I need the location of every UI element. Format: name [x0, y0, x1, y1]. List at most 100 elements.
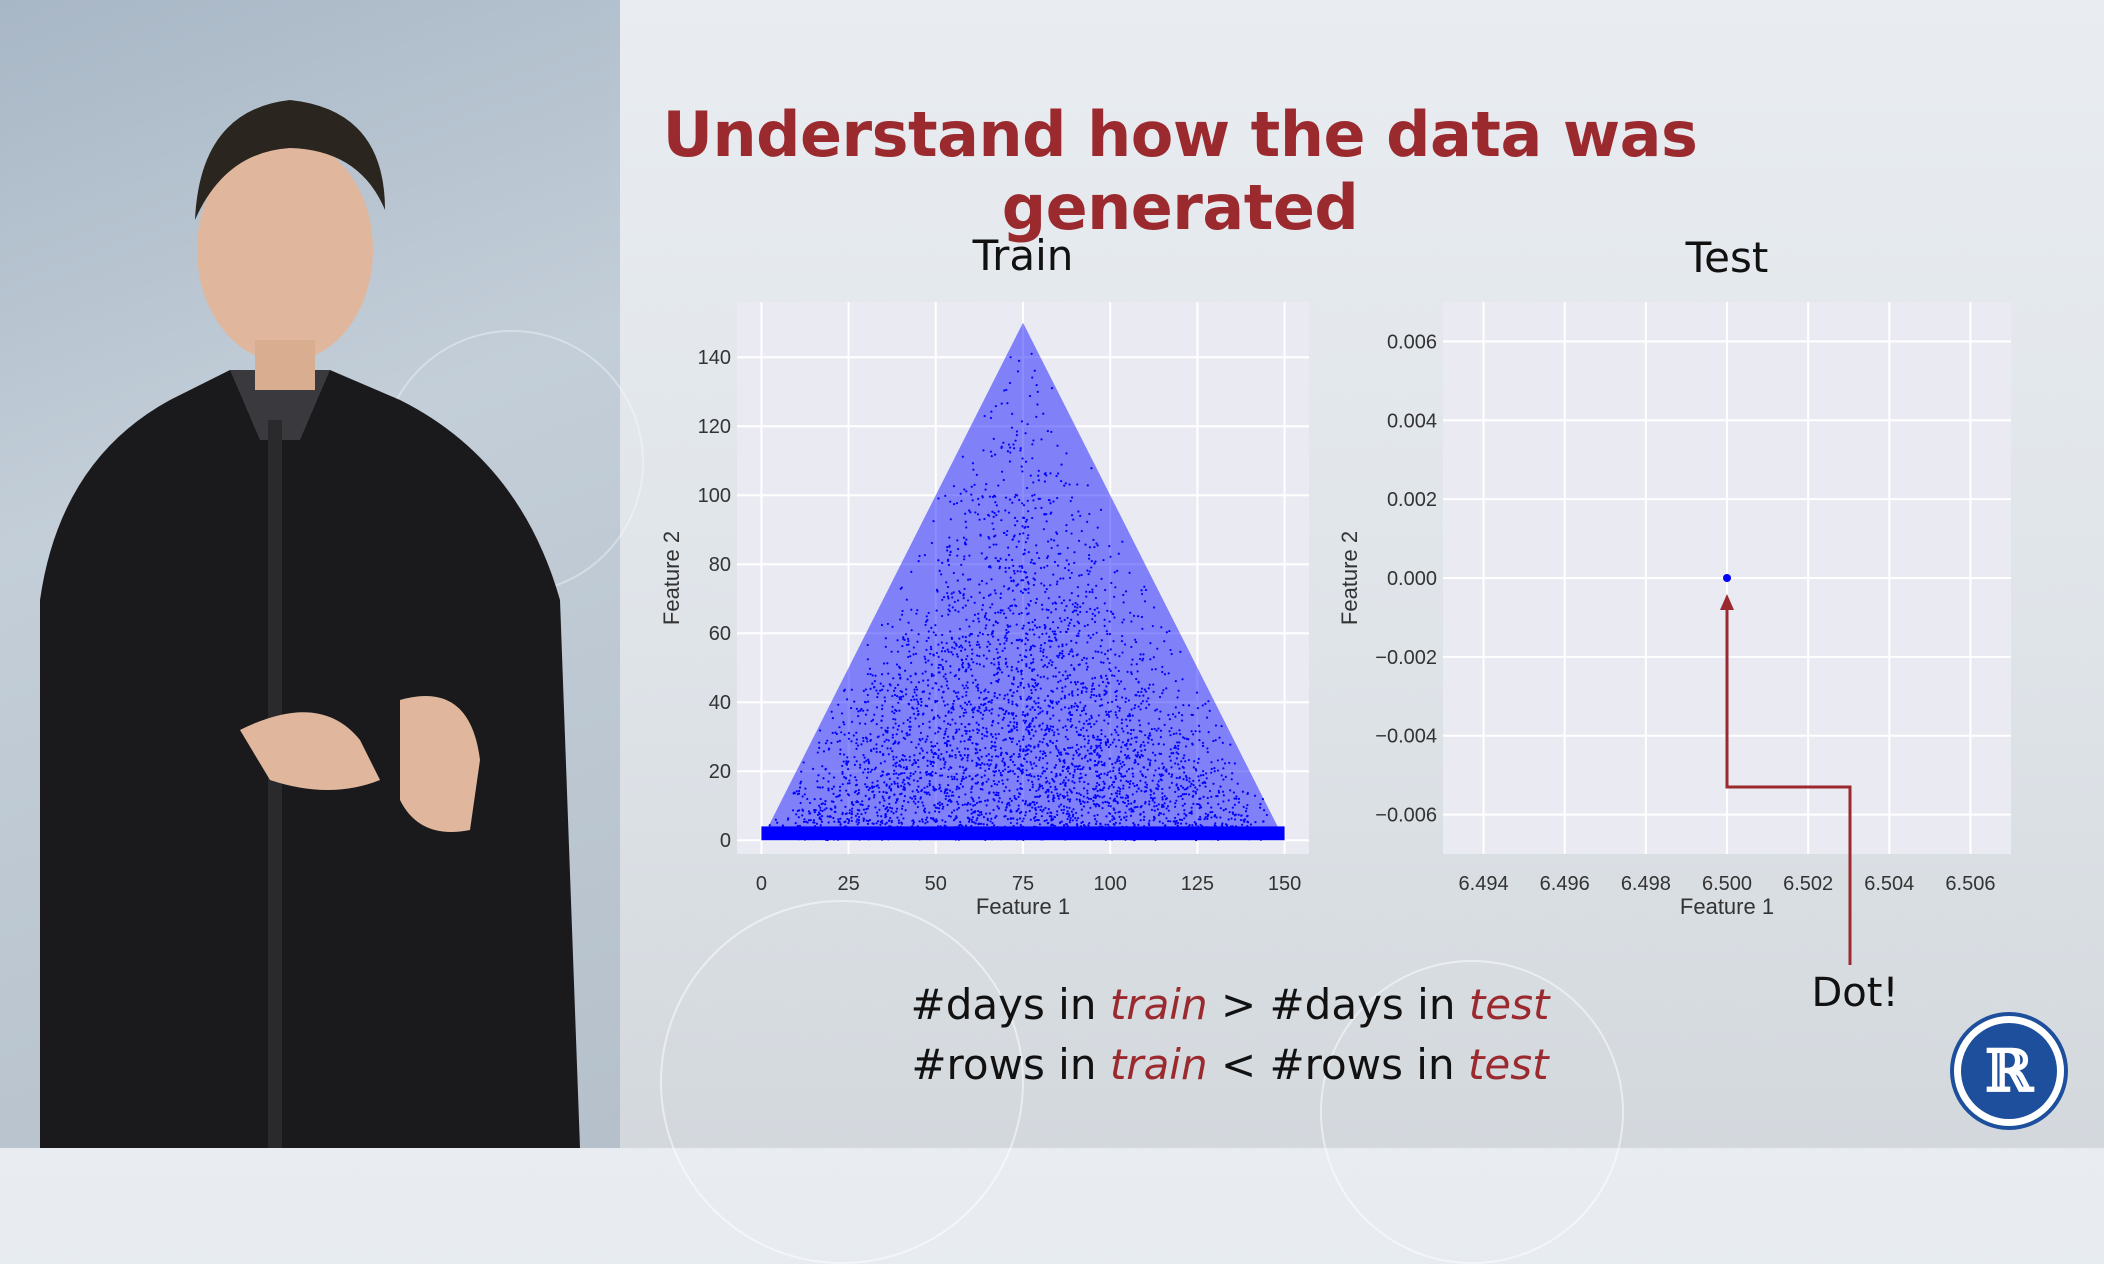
scatter-point: [1106, 649, 1110, 652]
scatter-point: [866, 643, 869, 647]
scatter-point: [1046, 555, 1050, 558]
scatter-point: [1068, 483, 1071, 486]
scatter-point: [1057, 797, 1060, 800]
scatter-point: [1021, 591, 1024, 595]
scatter-point: [1130, 620, 1133, 623]
scatter-point: [1096, 526, 1099, 529]
scatter-point: [1199, 774, 1203, 777]
scatter-point: [1003, 697, 1006, 700]
scatter-point: [1032, 678, 1035, 681]
scatter-point: [898, 666, 902, 670]
scatter-point: [1051, 741, 1055, 745]
scatter-point: [1046, 712, 1049, 715]
scatter-point: [968, 509, 971, 512]
scatter-point: [1026, 638, 1030, 642]
scatter-point: [1132, 728, 1135, 732]
scatter-point: [966, 816, 970, 820]
scatter-point: [907, 640, 910, 643]
scatter-point: [945, 684, 948, 687]
scatter-point: [1228, 811, 1231, 814]
scatter-point: [888, 786, 891, 790]
scatter-point: [883, 781, 886, 784]
scatter-point: [1070, 810, 1073, 813]
scatter-point: [1246, 791, 1249, 795]
scatter-point: [956, 539, 959, 542]
scatter-point: [1217, 789, 1220, 792]
scatter-point: [943, 766, 946, 769]
scatter-point: [1028, 788, 1032, 792]
scatter-point: [1193, 760, 1196, 763]
scatter-point: [1031, 644, 1035, 647]
scatter-point: [1174, 744, 1177, 748]
scatter-point: [892, 764, 895, 767]
scatter-point: [1047, 639, 1051, 642]
scatter-point: [946, 775, 950, 778]
scatter-point: [891, 705, 894, 708]
scatter-point: [1020, 420, 1024, 423]
scatter-point: [898, 673, 901, 676]
scatter-point: [1152, 683, 1155, 686]
scatter-point: [1207, 700, 1210, 703]
scatter-point: [1008, 804, 1011, 807]
scatter-point: [1094, 748, 1097, 752]
scatter-point: [964, 776, 968, 779]
scatter-point: [1134, 638, 1137, 641]
scatter-point: [1069, 746, 1072, 749]
scatter-point: [970, 658, 973, 661]
scatter-point: [1074, 749, 1078, 752]
scatter-point: [1099, 508, 1103, 512]
scatter-point: [1006, 817, 1009, 821]
scatter-point: [774, 818, 777, 821]
scatter-point: [902, 759, 905, 762]
scatter-point: [1096, 752, 1099, 755]
scatter-point: [990, 759, 993, 762]
scatter-point: [823, 808, 826, 811]
scatter-point: [1002, 612, 1006, 615]
scatter-point: [986, 798, 989, 802]
scatter-point: [972, 711, 975, 714]
scatter-point: [840, 712, 844, 715]
scatter-point: [941, 819, 944, 822]
scatter-point: [978, 758, 981, 761]
scatter-point: [1022, 719, 1025, 722]
scatter-point: [982, 704, 985, 707]
scatter-point: [947, 687, 950, 690]
scatter-point: [1137, 823, 1140, 827]
scatter-point: [1013, 598, 1016, 601]
scatter-point: [1122, 730, 1125, 733]
scatter-point: [960, 659, 964, 662]
scatter-point: [1128, 786, 1131, 789]
scatter-point: [959, 754, 962, 757]
scatter-point: [1025, 760, 1028, 763]
scatter-point: [959, 649, 963, 652]
scatter-point: [884, 637, 887, 640]
scatter-point: [955, 695, 958, 698]
scatter-point: [967, 801, 970, 804]
scatter-point: [1037, 788, 1040, 791]
scatter-point: [902, 785, 905, 789]
scatter-point: [1015, 723, 1019, 726]
scatter-point: [1096, 606, 1099, 610]
scatter-point: [924, 740, 927, 743]
scatter-point: [999, 592, 1003, 595]
scatter-point: [1106, 657, 1109, 660]
scatter-point: [857, 821, 860, 824]
scatter-point: [1044, 806, 1047, 810]
scatter-point: [1136, 751, 1139, 754]
scatter-point: [946, 585, 950, 589]
caption-emphasis: test: [1468, 980, 1550, 1029]
scatter-point: [1127, 738, 1130, 741]
annotation-arrowhead: [1720, 594, 1734, 610]
scatter-point: [968, 644, 972, 647]
scatter-point: [1054, 745, 1058, 748]
scatter-point: [814, 809, 817, 812]
scatter-point: [1021, 799, 1024, 802]
scatter-point: [964, 512, 967, 515]
scatter-point: [1108, 785, 1111, 788]
scatter-point: [891, 694, 894, 698]
scatter-point: [845, 777, 848, 780]
scatter-point: [1052, 824, 1055, 827]
scatter-point: [978, 800, 981, 803]
scatter-point: [1058, 654, 1061, 657]
scatter-point: [1173, 746, 1176, 749]
